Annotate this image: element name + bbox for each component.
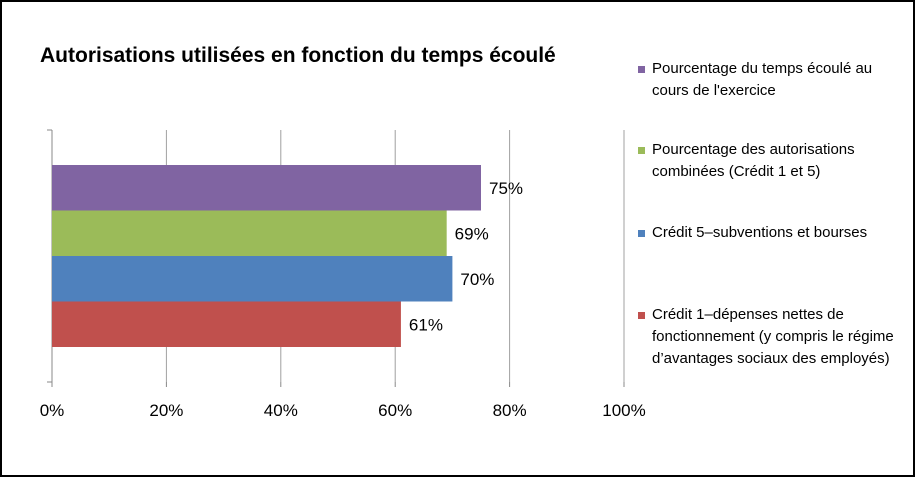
legend-item: Crédit 5–subventions et bourses	[638, 222, 903, 244]
legend-swatch	[638, 230, 645, 237]
x-tick-label: 100%	[602, 401, 645, 420]
legend-item: Pourcentage du temps écoulé au cours de …	[638, 58, 903, 102]
data-label: 61%	[409, 315, 443, 334]
x-tick-label: 80%	[493, 401, 527, 420]
legend-label: Pourcentage des autorisations combinées …	[652, 141, 855, 180]
legend-swatch	[638, 66, 645, 73]
bar	[52, 165, 481, 211]
bar	[52, 256, 453, 302]
data-label: 70%	[460, 270, 494, 289]
x-tick-label: 40%	[264, 401, 298, 420]
legend-item: Pourcentage des autorisations combinées …	[638, 139, 903, 183]
legend-label: Crédit 5–subventions et bourses	[652, 224, 868, 241]
legend-label: Pourcentage du temps écoulé au cours de …	[652, 60, 873, 99]
legend-swatch	[638, 312, 645, 319]
x-tick-label: 0%	[40, 401, 65, 420]
data-label: 75%	[489, 179, 523, 198]
x-tick-label: 60%	[378, 401, 412, 420]
x-tick-label: 20%	[149, 401, 183, 420]
bar	[52, 301, 401, 347]
legend-swatch	[638, 147, 645, 154]
data-label: 69%	[455, 224, 489, 243]
legend-label: Crédit 1–dépenses nettes de fonctionneme…	[652, 306, 894, 367]
chart-title: Autorisations utilisées en fonction du t…	[40, 44, 556, 67]
bar	[52, 210, 447, 256]
legend-item: Crédit 1–dépenses nettes de fonctionneme…	[638, 304, 903, 370]
